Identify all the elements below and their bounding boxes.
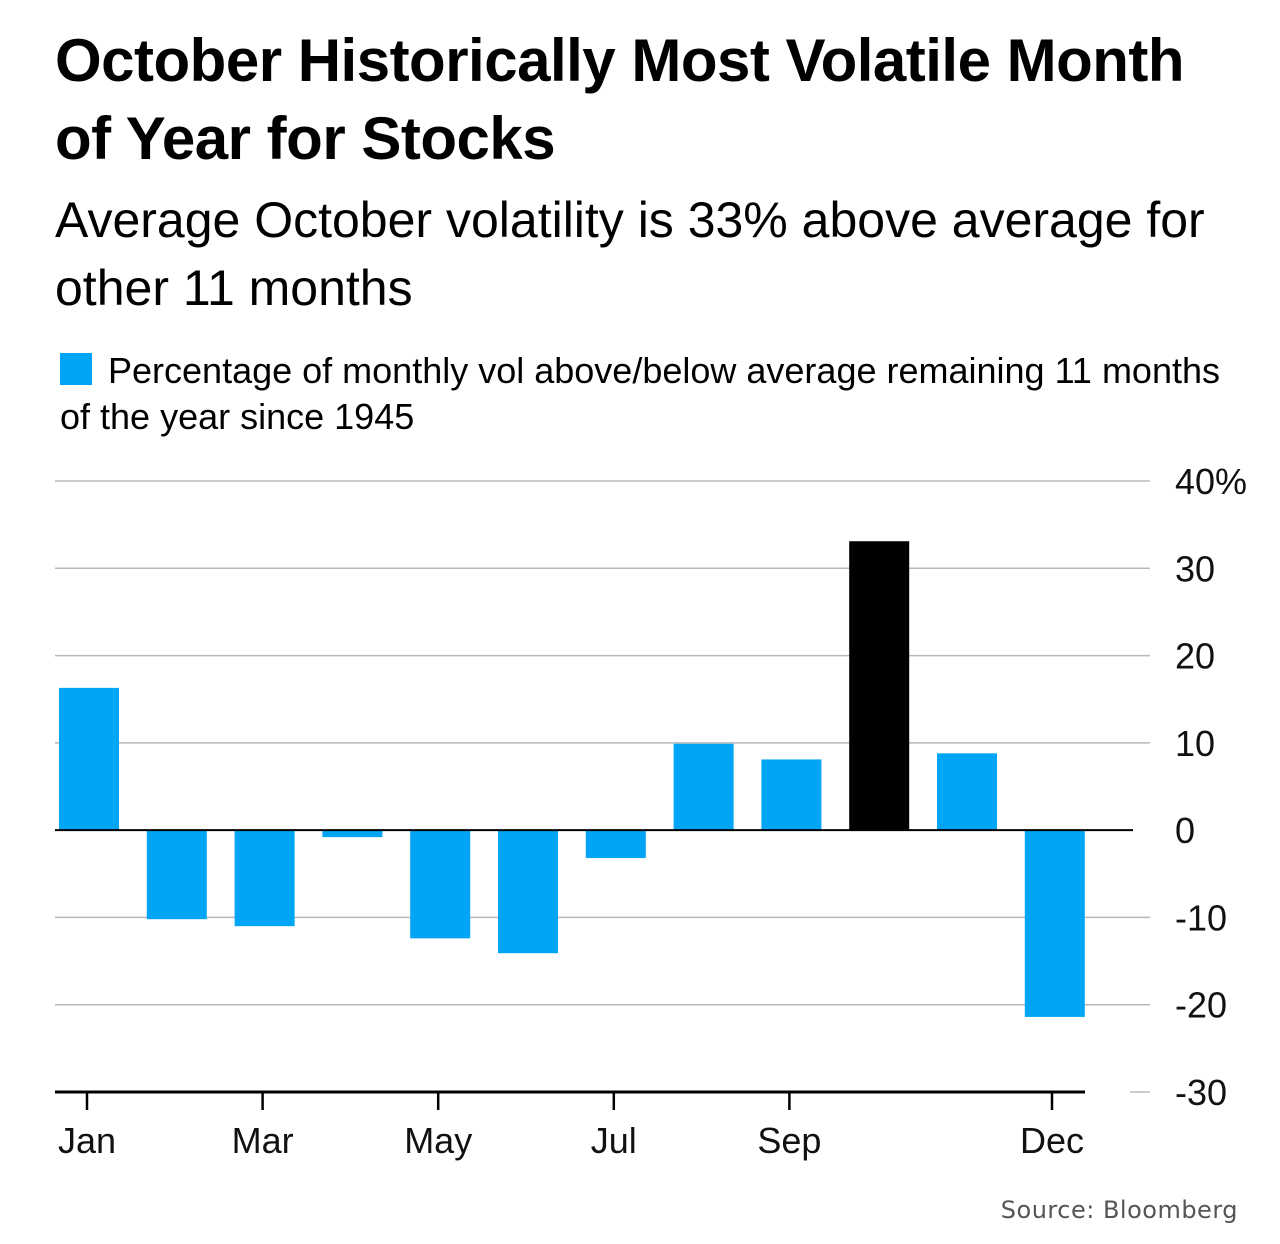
bar-sep xyxy=(761,759,822,831)
x-tick-label-jul: Jul xyxy=(591,1120,637,1161)
y-tick-label: -30 xyxy=(1175,1072,1227,1113)
y-tick-label: -20 xyxy=(1175,985,1227,1026)
x-tick-label-dec: Dec xyxy=(1020,1120,1084,1161)
bar-dec xyxy=(1024,830,1085,1017)
x-tick-label-jan: Jan xyxy=(58,1120,116,1161)
y-tick-label: 40% xyxy=(1175,461,1247,502)
tick-labels: 40% 30 20 10 0 -10 -20 -30 Jan Mar May Jul Sep Dec xyxy=(58,461,1247,1161)
bar-apr xyxy=(322,830,383,838)
bars xyxy=(59,541,1085,1017)
y-tick-label: 0 xyxy=(1175,810,1195,851)
bar-oct xyxy=(849,541,910,831)
bar-jun xyxy=(498,830,558,954)
bar-nov xyxy=(937,753,997,831)
x-tick-label-may: May xyxy=(404,1120,472,1161)
gridlines xyxy=(55,480,1150,1093)
legend: Percentage of monthly vol above/below av… xyxy=(60,348,1240,440)
bar-jan xyxy=(59,687,119,831)
x-tick-label-mar: Mar xyxy=(232,1120,294,1161)
y-tick-label: 10 xyxy=(1175,723,1215,764)
source-note: Source: Bloomberg xyxy=(1000,1196,1238,1224)
x-tick-label-sep: Sep xyxy=(757,1120,821,1161)
legend-label: Percentage of monthly vol above/below av… xyxy=(60,350,1220,437)
bar-aug xyxy=(673,743,734,831)
bar-may xyxy=(410,830,471,939)
y-tick-label: -10 xyxy=(1175,897,1227,938)
chart-title: October Historically Most Volatile Month… xyxy=(55,27,1185,172)
bar-jul xyxy=(585,830,646,859)
bar-feb xyxy=(146,830,207,920)
legend-swatch xyxy=(60,353,92,385)
y-tick-label: 30 xyxy=(1175,548,1215,589)
bar-mar xyxy=(234,830,295,927)
chart-subtitle: Average October volatility is 33% above … xyxy=(55,192,1205,316)
y-tick-label: 20 xyxy=(1175,636,1215,677)
axes xyxy=(55,829,1133,1110)
